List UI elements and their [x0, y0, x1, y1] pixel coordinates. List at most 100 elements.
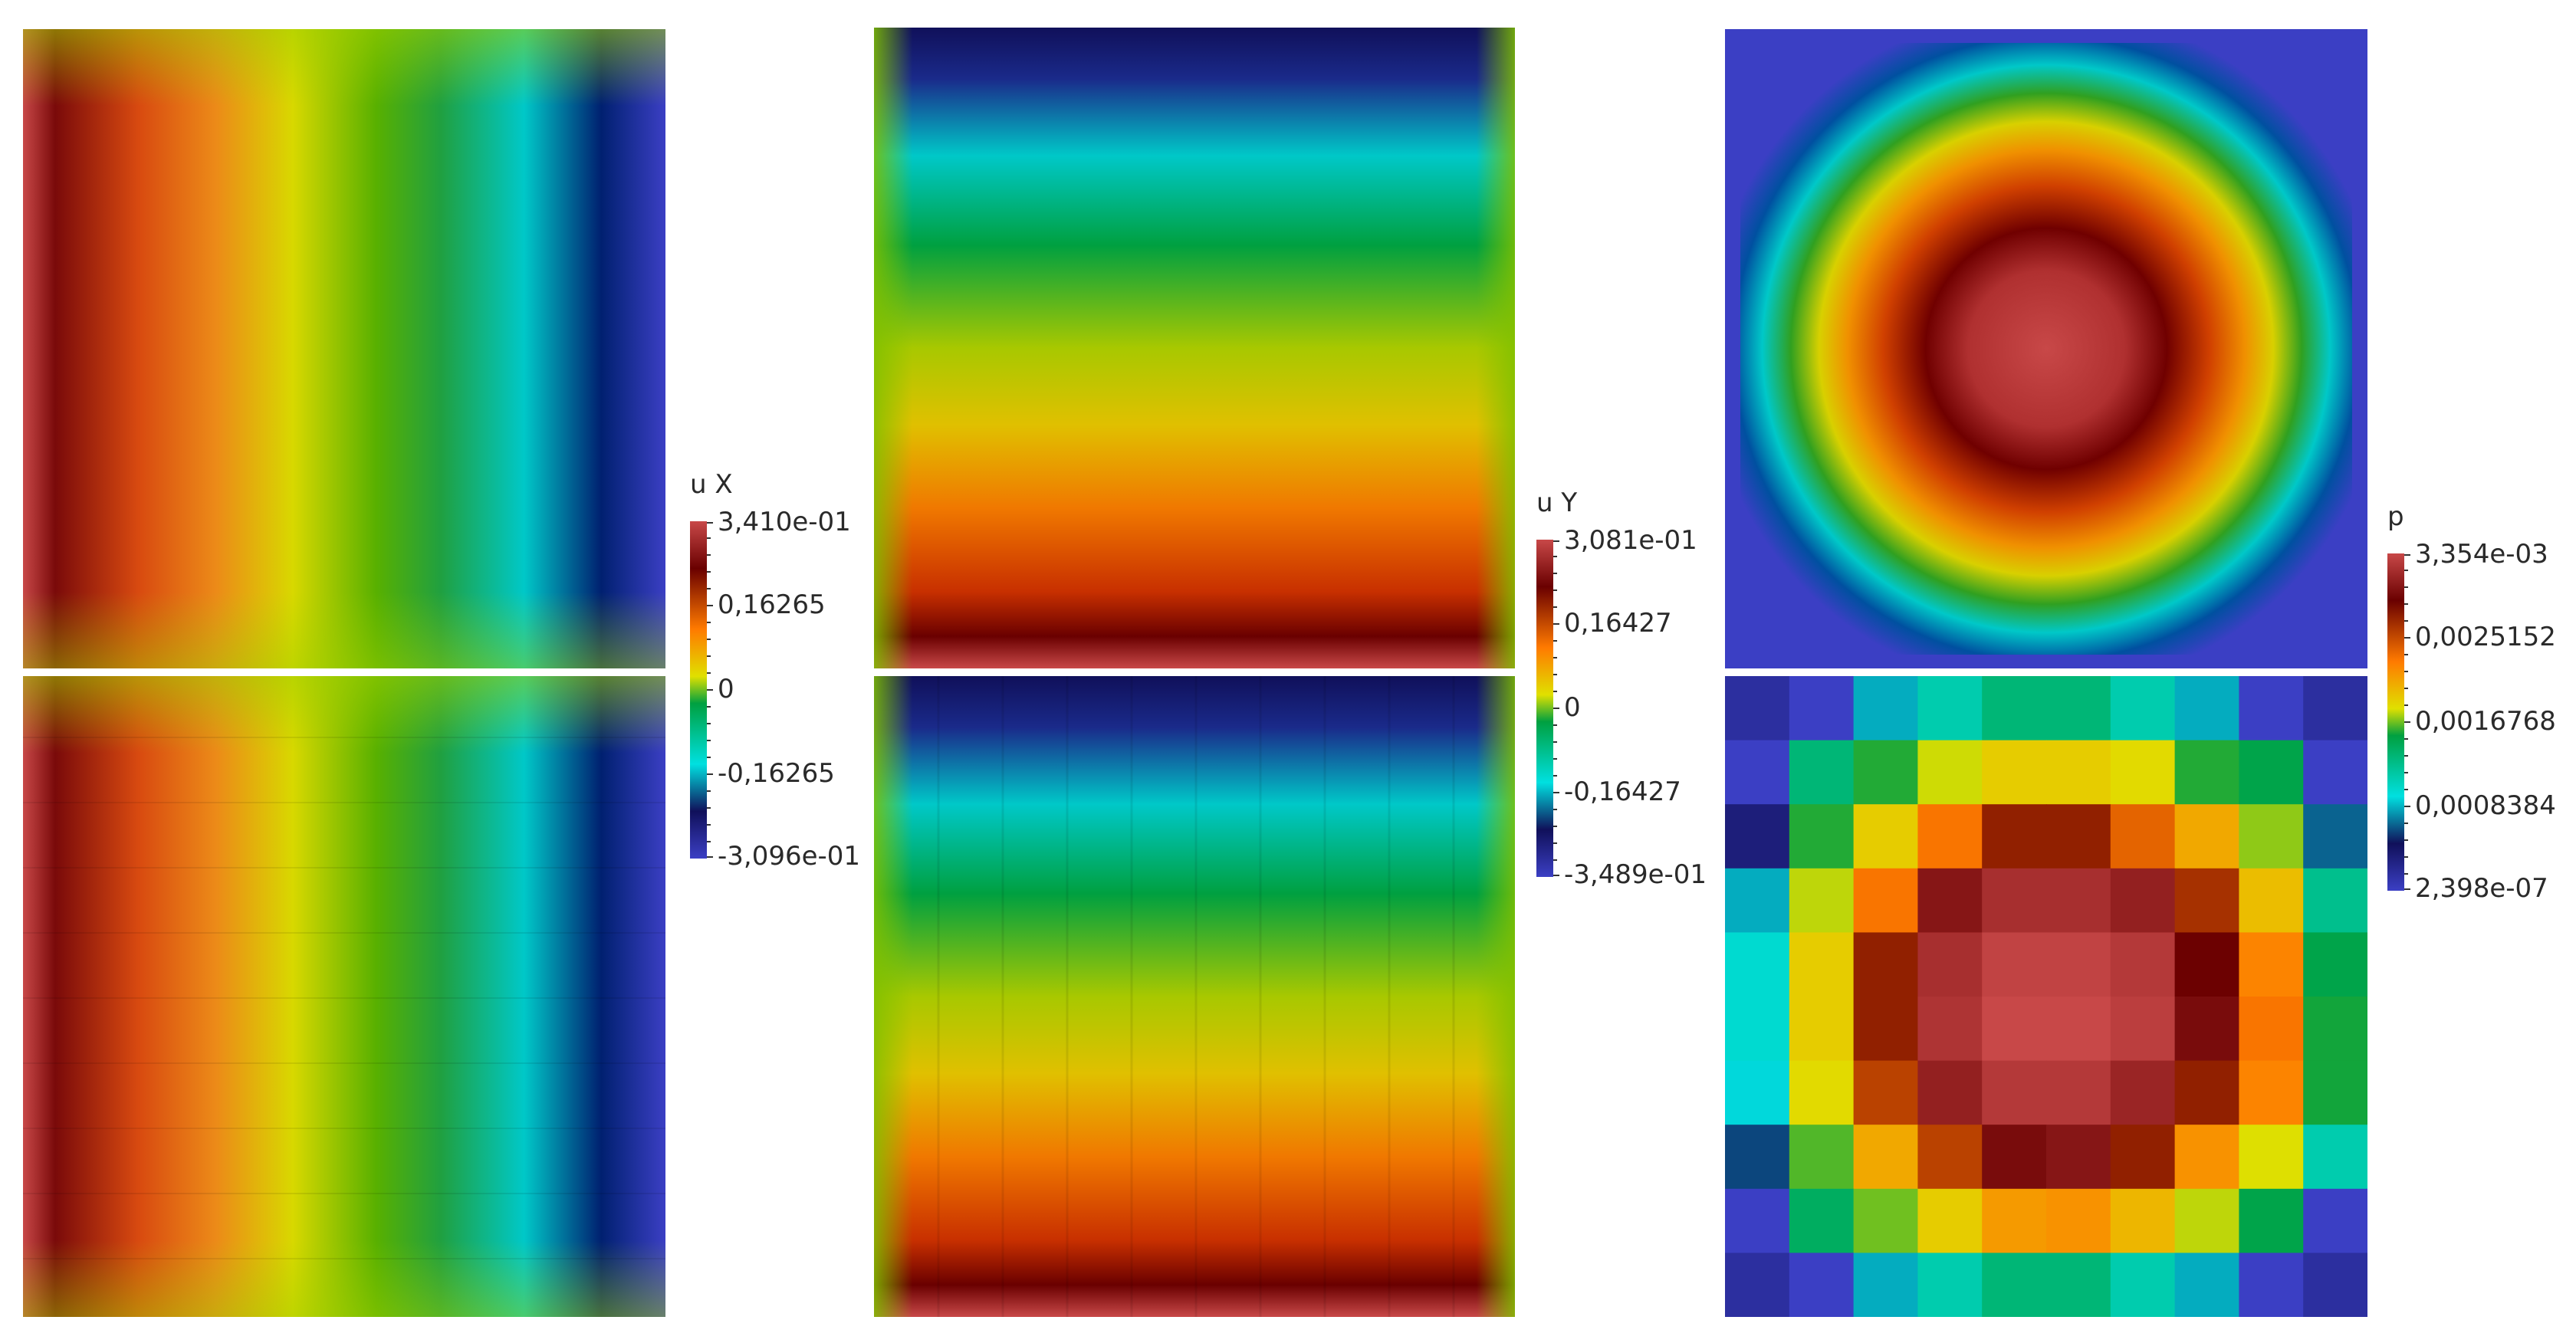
ux-colorbar: u X: [690, 460, 874, 874]
pressure-cell: [2239, 997, 2304, 1062]
pressure-cell: [2303, 1188, 2367, 1253]
pressure-cell: [1917, 804, 1983, 869]
pressure-cell: [1725, 1188, 1790, 1253]
p-colorbar-tick-4: 0,0008384: [2415, 790, 2556, 821]
p-colorbar-tick-3: 0,0016768: [2415, 706, 2556, 737]
pressure-cell: [1789, 804, 1855, 869]
pressure-cell: [2303, 1253, 2367, 1317]
ux-colorbar-tick-2: 0,16265: [718, 589, 826, 620]
p-field-top: [1725, 29, 2367, 668]
pressure-cell: [2239, 1188, 2304, 1253]
pressure-cell: [1917, 1125, 1983, 1190]
pressure-cell: [2303, 676, 2367, 741]
ux-colorbar-title: u X: [690, 469, 733, 500]
ux-colorbar-min: -3,096e-01: [718, 841, 861, 872]
pressure-cell: [1853, 1060, 1918, 1125]
pressure-cell: [1917, 676, 1983, 741]
pressure-cell: [1917, 997, 1983, 1062]
pressure-cell: [2046, 804, 2111, 869]
pressure-cell: [1917, 1253, 1983, 1317]
pressure-cell: [1982, 868, 2047, 933]
pressure-cell: [1789, 932, 1855, 997]
uy-colorbar-title: u Y: [1536, 488, 1578, 518]
pressure-cell: [1725, 997, 1790, 1062]
pressure-cell: [1917, 740, 1983, 805]
pressure-cell: [1853, 740, 1918, 805]
pressure-cell: [2174, 740, 2239, 805]
pressure-cell: [2110, 804, 2176, 869]
uy-colorbar-scale: [1536, 540, 1559, 877]
ux-colorbar-scale: [690, 521, 713, 859]
uy-colorbar-tick-3: 0: [1564, 692, 1581, 723]
pressure-cell: [1725, 804, 1790, 869]
pressure-cell: [2239, 868, 2304, 933]
pressure-cell: [2239, 740, 2304, 805]
pressure-cell: [2046, 1188, 2111, 1253]
pressure-cell: [1789, 1188, 1855, 1253]
ux-colorbar-tick-3: 0: [718, 674, 734, 704]
pressure-cell: [2046, 868, 2111, 933]
pressure-cell: [2174, 1188, 2239, 1253]
ux-field-top: [23, 29, 665, 668]
p-colorbar-max: 3,354e-03: [2415, 539, 2548, 570]
pressure-cell: [2239, 1125, 2304, 1190]
p-colorbar-title: p: [2387, 501, 2404, 532]
pressure-cell: [1789, 740, 1855, 805]
uy-colorbar-tick-2: 0,16427: [1564, 608, 1672, 639]
pressure-cell: [1789, 1060, 1855, 1125]
pressure-cell: [1789, 1125, 1855, 1190]
uy-colorbar-min: -3,489e-01: [1564, 859, 1707, 890]
pressure-cell: [1917, 1060, 1983, 1125]
ux-colorbar-tick-4: -0,16265: [718, 758, 835, 789]
pressure-cell: [1982, 932, 2047, 997]
pressure-cell: [2174, 1253, 2239, 1317]
pressure-cell: [2046, 932, 2111, 997]
pressure-cell: [2174, 676, 2239, 741]
pressure-cell: [2110, 1188, 2176, 1253]
pressure-cell: [2046, 997, 2111, 1062]
pressure-cell: [2239, 676, 2304, 741]
pressure-cell: [1853, 676, 1918, 741]
pressure-cell: [2174, 997, 2239, 1062]
ux-colorbar-max: 3,410e-01: [718, 507, 851, 537]
pressure-cell: [1789, 1253, 1855, 1317]
p-colorbar-tick-2: 0,0025152: [2415, 622, 2556, 652]
pressure-cell: [2110, 1060, 2176, 1125]
pressure-cell: [2046, 1253, 2111, 1317]
pressure-cell: [2174, 932, 2239, 997]
pressure-cell: [1725, 1060, 1790, 1125]
pressure-cell: [1917, 932, 1983, 997]
pressure-cell: [1853, 1253, 1918, 1317]
pressure-cell: [1725, 1253, 1790, 1317]
pressure-cell: [2239, 1253, 2304, 1317]
uy-colorbar-tick-4: -0,16427: [1564, 777, 1681, 807]
pressure-cell: [2110, 740, 2176, 805]
pressure-cell: [2303, 932, 2367, 997]
pressure-cell: [2110, 868, 2176, 933]
pressure-cell: [1982, 1253, 2047, 1317]
pressure-cell: [2303, 804, 2367, 869]
uy-colorbar-max: 3,081e-01: [1564, 525, 1697, 556]
pressure-cell: [1982, 676, 2047, 741]
pressure-cell: [1853, 1125, 1918, 1190]
pressure-cell: [2303, 868, 2367, 933]
pressure-cell: [2110, 1125, 2176, 1190]
pressure-cell: [1917, 868, 1983, 933]
pressure-cell: [1982, 740, 2047, 805]
pressure-cell: [1982, 1125, 2047, 1190]
pressure-cell: [2303, 997, 2367, 1062]
pressure-cell: [2174, 868, 2239, 933]
pressure-cell: [2110, 932, 2176, 997]
pressure-cell: [2046, 676, 2111, 741]
pressure-cell: [1789, 997, 1855, 1062]
pressure-cell: [2303, 1125, 2367, 1190]
pressure-cell: [1725, 868, 1790, 933]
pressure-cell: [2046, 740, 2111, 805]
pressure-cell: [2239, 1060, 2304, 1125]
p-colorbar: p: [2387, 492, 2576, 906]
pressure-cell: [1725, 1125, 1790, 1190]
pressure-cell: [1725, 676, 1790, 741]
pressure-cell: [2174, 804, 2239, 869]
pressure-cell: [1853, 997, 1918, 1062]
pressure-cell: [2046, 1060, 2111, 1125]
